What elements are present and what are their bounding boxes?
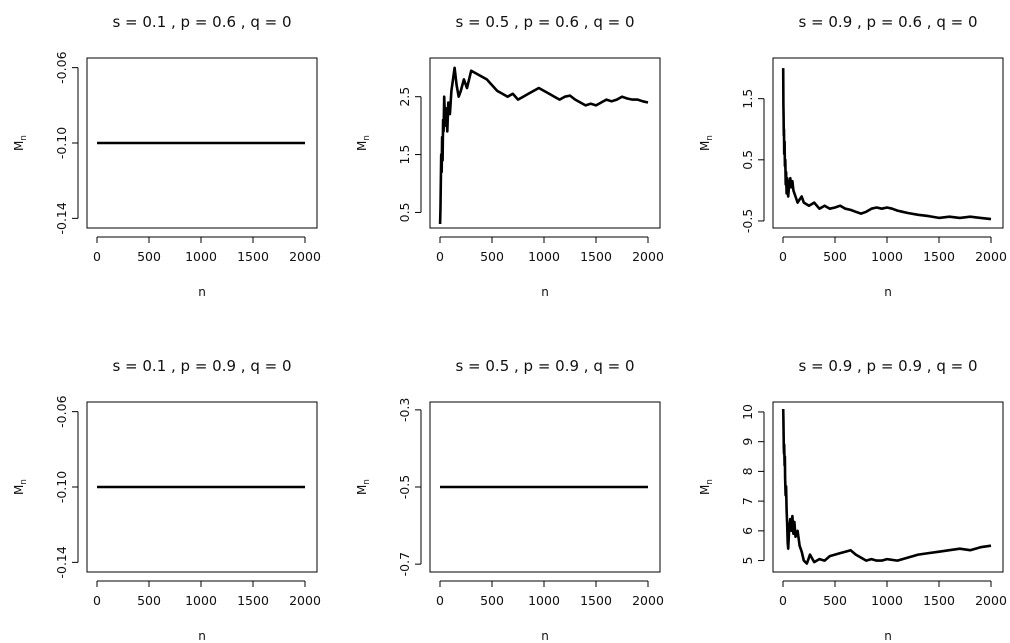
y-tick-label: 8 [740,467,755,475]
chart-title: s = 0.5 , p = 0.9 , q = 0 [455,357,634,375]
x-tick-label: 1500 [923,249,955,264]
y-tick-label: 5 [740,557,755,565]
series-line [781,408,992,565]
x-tick-label: 0 [93,593,101,608]
x-axis-label: n [884,285,892,299]
chart-panel-3: s = 0.9 , p = 0.6 , q = 0 0 500 1000 1500 200… [698,13,1007,299]
x-tick-label: 500 [823,593,847,608]
plot-frame [429,57,661,229]
plot-frame [86,57,318,229]
series-line [781,68,992,221]
plot-frame [772,57,1004,229]
chart-title: s = 0.9 , p = 0.6 , q = 0 [798,13,977,31]
x-tick-label: 1000 [528,249,560,264]
plot-frame [772,401,1004,573]
x-tick-label: 0 [93,249,101,264]
y-tick-label: -0.5 [397,475,412,499]
chart-title: s = 0.9 , p = 0.9 , q = 0 [798,357,977,375]
x-tick-label: 1500 [580,593,612,608]
x-axis-label: n [541,285,549,299]
x-tick-label: 1000 [528,593,560,608]
x-tick-label: 2000 [975,593,1007,608]
y-tick-label: 2.5 [397,87,412,107]
series-line [438,66,649,225]
x-tick-label: 500 [137,593,161,608]
chart-panel-6: s = 0.9 , p = 0.9 , q = 0 0 500 1000 1500 200… [698,357,1007,643]
x-tick-label: 1500 [237,593,269,608]
x-tick-label: 2000 [632,249,664,264]
y-axis-label: Mn [355,135,372,151]
x-tick-label: 500 [823,249,847,264]
y-tick-label: -0.06 [54,395,69,427]
plot-frame [86,401,318,573]
y-axis-label: Mn [12,479,29,495]
y-tick-label: -0.3 [397,398,412,422]
y-tick-label: -0.10 [54,127,69,159]
x-tick-label: 1500 [237,249,269,264]
x-tick-label: 1000 [185,249,217,264]
x-tick-label: 2000 [289,249,321,264]
x-tick-label: 1000 [871,249,903,264]
x-tick-label: 0 [436,593,444,608]
x-tick-label: 1500 [923,593,955,608]
x-tick-label: 2000 [632,593,664,608]
y-tick-label: -0.5 [740,209,755,233]
y-tick-label: 9 [740,438,755,446]
chart-title: s = 0.1 , p = 0.9 , q = 0 [112,357,291,375]
y-axis-label: Mn [355,479,372,495]
x-tick-label: 500 [480,249,504,264]
y-tick-label: 0.5 [397,202,412,222]
y-tick-label: 6 [740,527,755,535]
x-tick-label: 500 [137,249,161,264]
x-tick-label: 500 [480,593,504,608]
y-tick-label: 1.5 [740,89,755,109]
y-tick-label: -0.06 [54,51,69,83]
x-tick-label: 2000 [975,249,1007,264]
y-tick-label: 7 [740,497,755,505]
y-axis-label: Mn [698,135,715,151]
plot-frame [429,401,661,573]
y-tick-label: -0.7 [397,552,412,576]
chart-panel-2: s = 0.5 , p = 0.6 , q = 0 0 500 1000 1500 200… [355,13,664,299]
y-tick-label: -0.14 [54,202,69,234]
chart-panel-4: s = 0.1 , p = 0.9 , q = 0 0 500 1000 1500 200… [12,357,321,643]
y-tick-label: 0.5 [740,150,755,170]
y-tick-label: -0.10 [54,471,69,503]
y-tick-label: -0.14 [54,546,69,578]
x-tick-label: 0 [436,249,444,264]
y-tick-label: 1.5 [397,145,412,165]
x-tick-label: 0 [779,249,787,264]
y-axis-label: Mn [12,135,29,151]
x-tick-label: 0 [779,593,787,608]
x-axis-label: n [541,629,549,643]
chart-panel-5: s = 0.5 , p = 0.9 , q = 0 0 500 1000 1500 200… [355,357,664,643]
y-axis-label: Mn [698,479,715,495]
x-tick-label: 1500 [580,249,612,264]
x-tick-label: 1000 [871,593,903,608]
x-axis-label: n [198,629,206,643]
chart-panel-1: s = 0.1 , p = 0.6 , q = 0 0 500 1000 1500 200… [12,13,321,299]
x-axis-label: n [884,629,892,643]
x-axis-label: n [198,285,206,299]
chart-title: s = 0.1 , p = 0.6 , q = 0 [112,13,291,31]
y-tick-label: 10 [740,404,755,420]
chart-title: s = 0.5 , p = 0.6 , q = 0 [455,13,634,31]
x-tick-label: 1000 [185,593,217,608]
x-tick-label: 2000 [289,593,321,608]
